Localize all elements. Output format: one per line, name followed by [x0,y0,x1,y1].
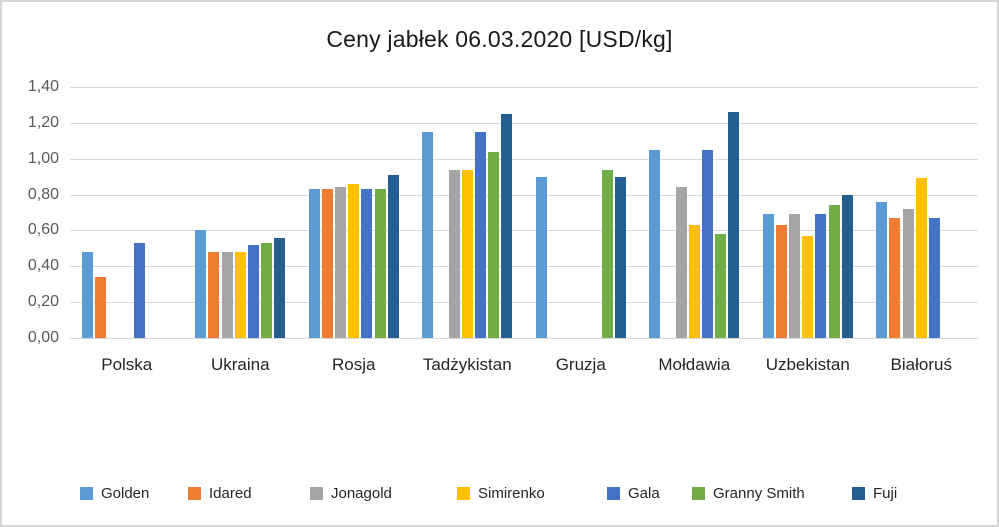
bar-simirenko-bialorus [915,178,927,338]
legend-item-jonagold: Jonagold [310,484,392,502]
bar-granny-smith-rosja [374,189,386,338]
legend-item-gala: Gala [607,484,660,502]
bar-gala-uzbekistan [815,214,827,338]
x-axis-category-label-polska: Polska [101,355,153,374]
bar-granny-smith-gruzja [601,169,613,338]
bar-jonagold-bialorus [902,208,914,338]
y-axis-tick-label: 0,20 [27,293,59,311]
legend-item-fuji: Fuji [852,484,898,502]
legend-swatch-golden [80,486,93,500]
bar-idared-bialorus [889,217,901,338]
legend-label: Fuji [873,484,898,502]
bar-fuji-uzbekistan [841,194,853,338]
bar-granny-smith-tadzykistan [488,151,500,338]
bar-gala-moldawia [701,149,713,338]
legend: Golden Idared Jonagold Simirenko Gala Granny … [2,485,997,503]
y-axis-tick-label: 0,40 [27,257,59,275]
bar-gala-rosja [361,189,373,338]
bar-golden-moldawia [649,149,661,338]
bar-golden-tadzykistan [422,131,434,338]
bar-jonagold-uzbekistan [789,214,800,338]
bar-gala-bialorus [928,217,940,338]
legend-label: Idared [209,484,252,502]
x-axis-category-label-uzbekistan: Uzbekistan [765,355,850,374]
bar-granny-smith-uzbekistan [828,205,840,338]
y-axis-tick-label: 1,20 [27,113,59,131]
bar-gala-ukraina [247,244,259,338]
bar-simirenko-tadzykistan [461,169,473,338]
bar-idared-ukraina [208,251,220,338]
gridline [70,87,978,88]
y-axis-tick-label: 1,40 [27,78,59,95]
bar-jonagold-tadzykistan [448,169,460,338]
bar-gala-polska [134,243,146,338]
bar-gala-tadzykistan [474,131,486,338]
bar-idared-rosja [321,189,333,338]
bar-golden-bialorus [876,201,888,338]
bar-idared-uzbekistan [775,225,787,338]
legend-swatch-granny-smith [692,486,705,500]
bar-simirenko-rosja [348,183,360,338]
gridline [70,338,978,339]
bar-simirenko-moldawia [688,225,700,338]
bar-granny-smith-moldawia [715,234,727,338]
gridline [70,302,978,304]
bar-simirenko-ukraina [234,251,246,338]
legend-swatch-jonagold [310,486,323,500]
x-axis-category-label-bialorus: Białoruś [890,355,952,374]
bar-idared-polska [94,277,106,338]
bar-jonagold-ukraina [221,251,233,338]
legend-item-golden: Golden [80,484,150,502]
bar-fuji-ukraina [274,237,286,338]
y-axis-tick-label: 1,00 [27,149,59,167]
bar-golden-ukraina [195,230,207,338]
legend-label: Gala [628,484,660,502]
x-axis-category-label-tadzykistan: Tadżykistan [422,355,512,374]
chart-title: Ceny jabłek 06.03.2020 [USD/kg] [326,26,673,52]
bar-fuji-moldawia [728,112,740,338]
bar-golden-rosja [308,189,320,338]
gridline [70,122,978,124]
y-axis-tick-label: 0,00 [27,329,59,346]
legend-item-simirenko: Simirenko [457,484,545,502]
legend-swatch-idared [188,486,201,500]
legend-label: Golden [101,484,150,502]
gridline [70,230,978,232]
bar-golden-gruzja [535,176,547,338]
bar-golden-polska [81,251,93,338]
legend-item-idared: Idared [188,484,252,502]
x-axis-category-label-ukraina: Ukraina [210,355,270,374]
gridline [70,266,978,268]
bar-simirenko-uzbekistan [802,235,814,338]
y-axis-tick-label: 0,60 [27,221,59,239]
legend-swatch-gala [607,486,620,500]
bar-jonagold-rosja [335,187,346,338]
legend-swatch-fuji [852,486,865,500]
legend-item-granny-smith: Granny Smith [692,484,805,502]
legend-label: Jonagold [331,484,392,502]
legend-label: Simirenko [478,484,545,502]
gridline [70,194,978,196]
y-axis-tick-label: 0,80 [27,185,59,203]
bar-jonagold-moldawia [675,187,687,338]
legend-swatch-simirenko [457,486,470,500]
gridline [70,158,978,160]
x-axis-category-label-rosja: Rosja [332,355,376,374]
bar-golden-uzbekistan [762,214,774,338]
bar-fuji-rosja [387,174,399,338]
bar-granny-smith-ukraina [261,243,273,338]
legend-label: Granny Smith [713,484,805,502]
bar-fuji-gruzja [614,176,626,338]
x-axis-category-label-moldawia: Mołdawia [658,355,731,374]
bar-fuji-tadzykistan [501,113,513,338]
x-axis-category-label-gruzja: Gruzja [555,355,606,374]
